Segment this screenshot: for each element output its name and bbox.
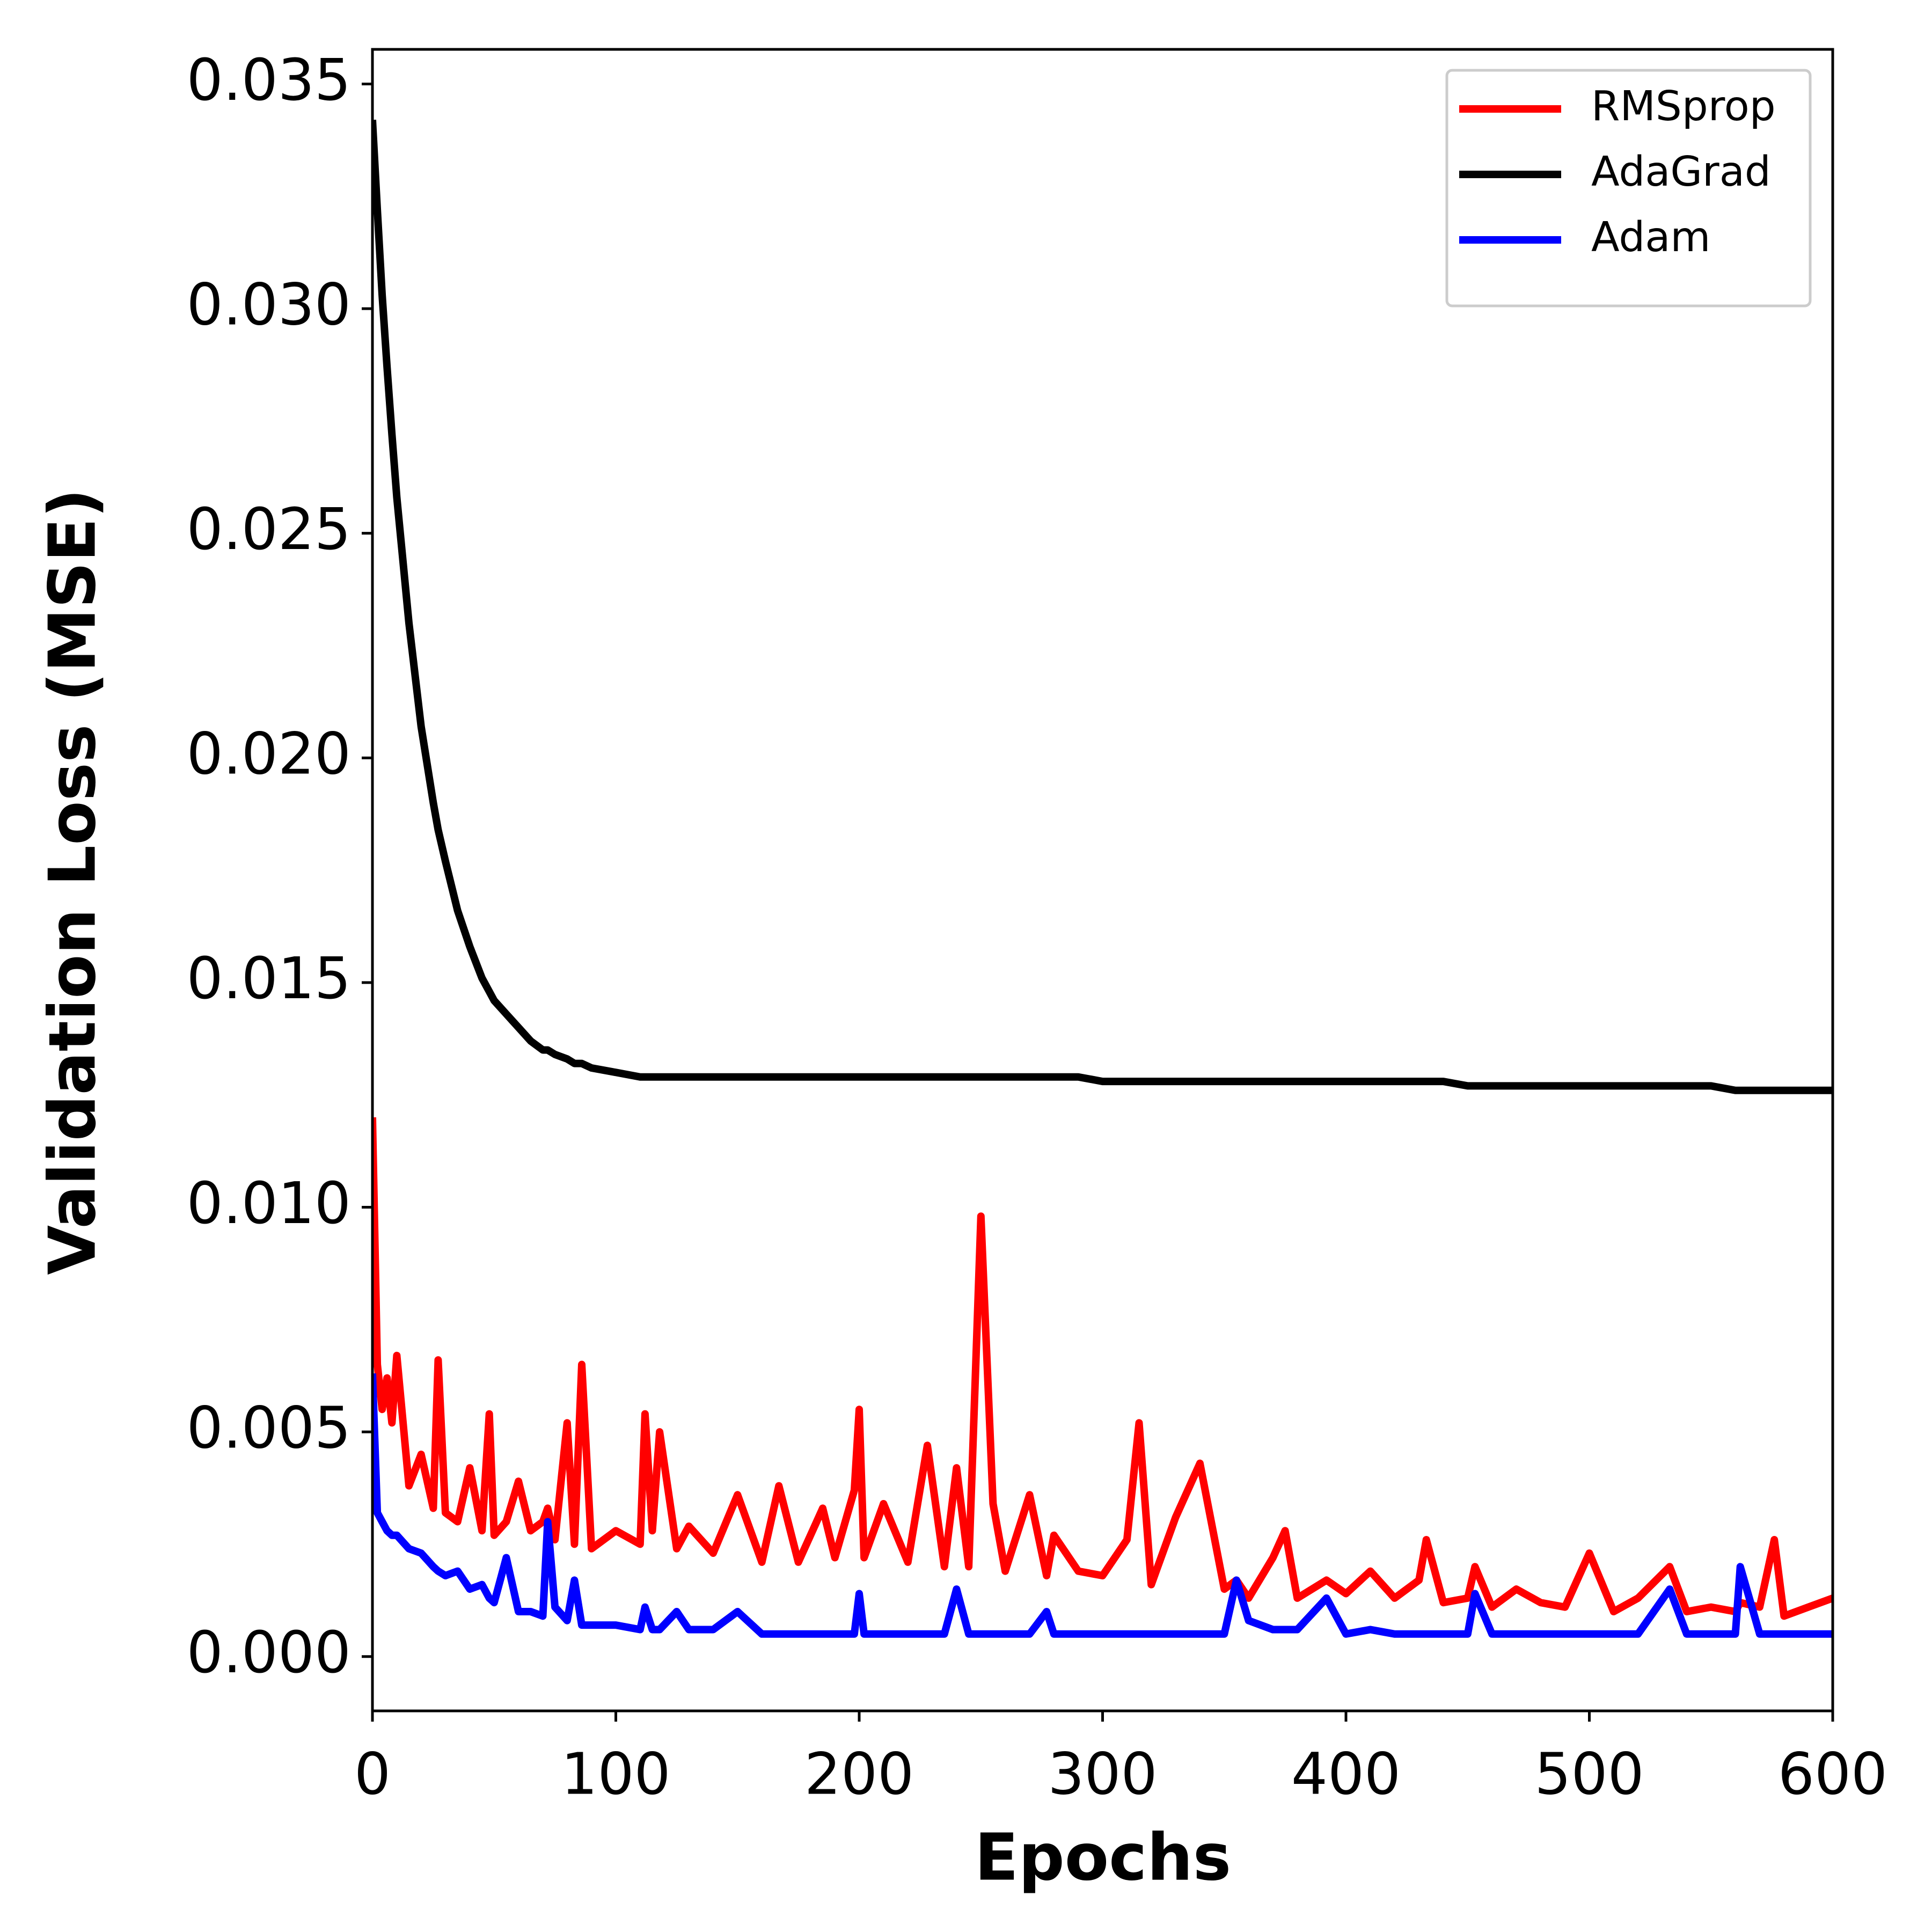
x-tick-label: 0 <box>354 1741 391 1807</box>
y-tick-label: 0.035 <box>187 47 351 114</box>
y-tick-label: 0.015 <box>187 946 351 1012</box>
x-tick-label: 100 <box>561 1741 670 1807</box>
legend-label: Adam <box>1591 214 1710 261</box>
series-line <box>372 120 1833 1094</box>
series-line <box>372 1117 1833 1620</box>
y-tick-label: 0.020 <box>187 721 351 788</box>
y-tick-label: 0.030 <box>187 272 351 338</box>
y-tick-label: 0.000 <box>187 1620 351 1686</box>
x-axis-label: Epochs <box>975 1821 1231 1896</box>
x-tick-label: 200 <box>804 1741 914 1807</box>
x-tick-label: 500 <box>1534 1741 1644 1807</box>
x-tick-label: 300 <box>1048 1741 1157 1807</box>
x-tick-label: 400 <box>1291 1741 1401 1807</box>
y-tick-label: 0.005 <box>187 1395 351 1461</box>
legend-box <box>1445 69 1812 308</box>
legend-label: AdaGrad <box>1591 148 1771 196</box>
plot-area <box>372 120 1833 1638</box>
x-tick-label: 600 <box>1778 1741 1887 1807</box>
y-tick-label: 0.025 <box>187 496 351 563</box>
y-axis-label: Validation Loss (MSE) <box>36 488 111 1275</box>
legend-label: RMSprop <box>1591 83 1776 130</box>
y-tick-label: 0.010 <box>187 1170 351 1237</box>
series-line <box>372 1373 1833 1638</box>
